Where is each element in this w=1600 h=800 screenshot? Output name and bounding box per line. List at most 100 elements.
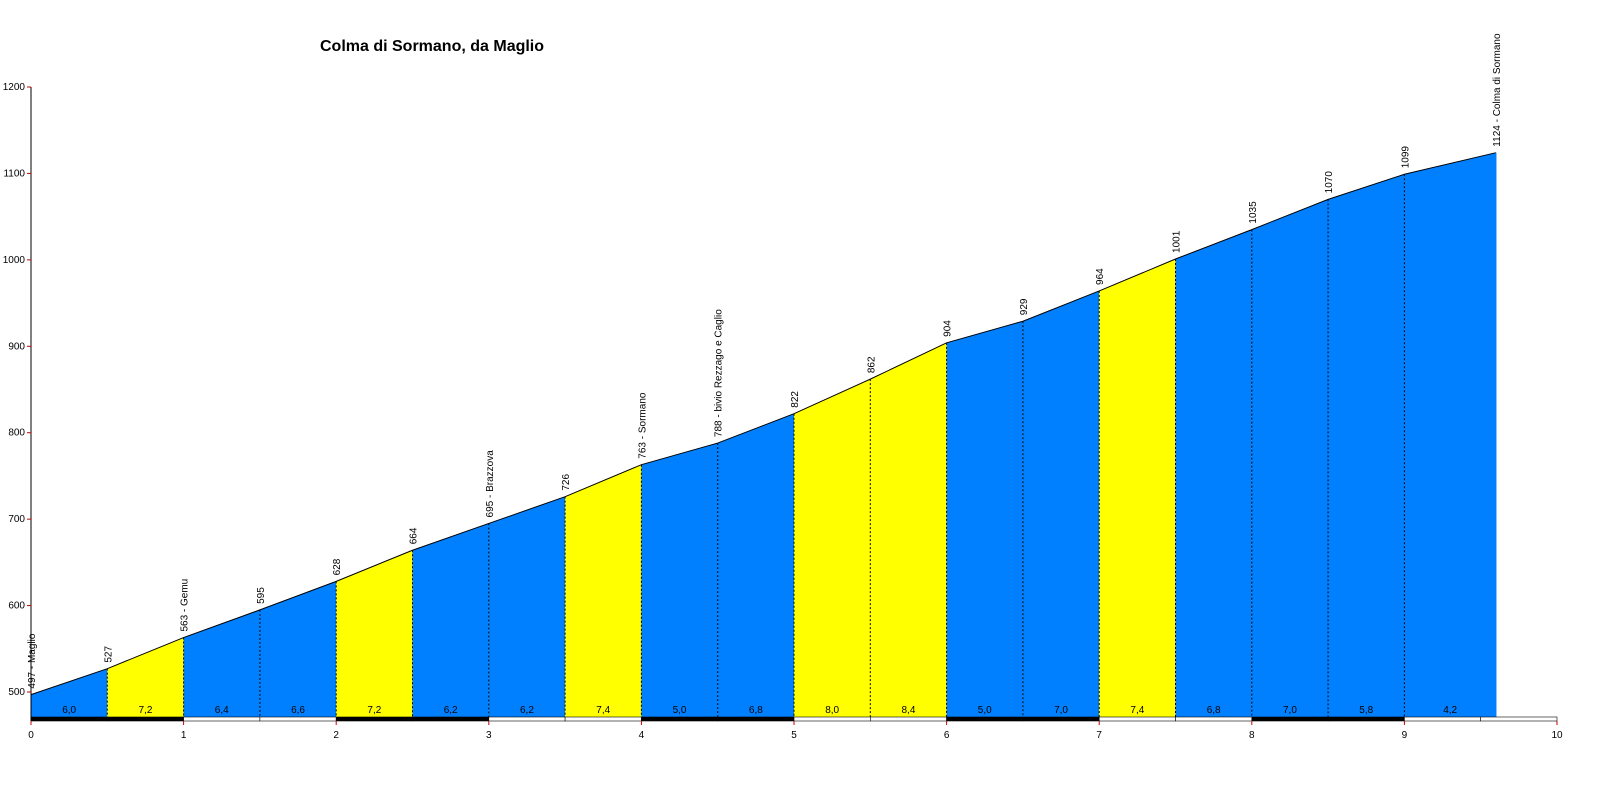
- gradient-label: 6,0: [62, 705, 76, 716]
- profile-segment: [1022, 290, 1100, 717]
- gradient-label: 6,4: [215, 705, 229, 716]
- point-label: 1099: [1400, 146, 1411, 169]
- y-tick-label: 800: [8, 428, 25, 439]
- km-bar-block: [488, 716, 566, 722]
- y-tick-label: 1100: [3, 168, 25, 179]
- point-label: 664: [409, 527, 420, 544]
- km-bar-block: [793, 716, 871, 722]
- x-axis: 0 1 2 3 4 5 6 7 8 9 10: [28, 721, 1563, 741]
- km-bar: [30, 716, 1558, 722]
- gradient-label: 7,2: [138, 705, 152, 716]
- point-label: 497 - Maglio: [27, 633, 38, 688]
- km-bar-block: [869, 716, 947, 722]
- profile-segment: [488, 496, 566, 717]
- point-label: 1070: [1324, 171, 1335, 194]
- gradient-label: 7,2: [367, 705, 381, 716]
- point-label: 563 - Gemu: [180, 579, 191, 632]
- km-bar-block: [1404, 716, 1482, 722]
- y-axis: 500 600 700 800 900 1000 1100 1200: [3, 82, 32, 721]
- gradient-label: 7,4: [596, 705, 610, 716]
- gradient-labels: 6,0 7,2 6,4 6,6 7,2 6,2 6,2 7,4 5,0 6,8 8,0 8,4 5,0 7…: [62, 705, 1457, 716]
- x-tick-label: 0: [28, 730, 34, 741]
- point-label: 862: [866, 356, 877, 373]
- profile-outline: [30, 152, 1497, 717]
- y-tick-label: 900: [8, 341, 25, 352]
- km-bar-block: [30, 716, 108, 722]
- km-bar-block: [641, 716, 719, 722]
- profile-segment: [412, 523, 489, 717]
- x-tick-label: 5: [791, 730, 797, 741]
- chart-title: Colma di Sormano, da Maglio: [320, 38, 545, 55]
- x-tick-label: 1: [181, 730, 187, 741]
- km-bar-block: [1480, 716, 1558, 722]
- profile-segment: [1328, 174, 1405, 718]
- profile-segment: [31, 668, 108, 717]
- gradient-label: 6,8: [1207, 705, 1221, 716]
- gradient-label: 8,0: [825, 705, 839, 716]
- km-bar-block: [259, 716, 337, 722]
- gradient-label: 6,2: [520, 705, 534, 716]
- gradient-label: 5,8: [1359, 705, 1373, 716]
- km-bar-block: [564, 716, 642, 722]
- point-label: 788 - bivio Rezzago e Caglio: [714, 309, 725, 437]
- profile-segment: [336, 550, 413, 717]
- profile-segment: [794, 379, 871, 717]
- km-bar-block: [1327, 716, 1405, 722]
- gradient-label: 7,0: [1283, 705, 1297, 716]
- y-tick-label: 1000: [3, 255, 26, 266]
- gradient-label: 7,4: [1130, 705, 1144, 716]
- gradient-label: 6,8: [749, 705, 763, 716]
- gradient-label: 5,0: [673, 705, 687, 716]
- y-tick-label: 700: [8, 514, 25, 525]
- km-bar-block: [1022, 716, 1100, 722]
- profile-segment: [1099, 258, 1176, 717]
- x-tick-label: 7: [1096, 730, 1102, 741]
- point-label: 1001: [1172, 230, 1183, 253]
- point-label: 763 - Sormano: [637, 392, 648, 459]
- gradient-label: 6,2: [444, 705, 458, 716]
- profile-segment: [1251, 199, 1329, 717]
- point-label: 695 - Brazzova: [485, 450, 496, 518]
- km-bar-block: [946, 716, 1024, 722]
- km-bar-block: [107, 716, 184, 722]
- km-bar-block: [717, 716, 795, 722]
- profile-segment: [565, 464, 642, 717]
- segment-dividers: [106, 174, 1405, 717]
- profile-segment: [946, 321, 1023, 717]
- profile-segment: [717, 413, 794, 717]
- x-tick-label: 2: [333, 730, 339, 741]
- y-tick-label: 500: [8, 687, 25, 698]
- profile-segment: [1175, 229, 1252, 717]
- profile-segment: [183, 609, 260, 717]
- x-tick-label: 9: [1402, 730, 1408, 741]
- profile-segment: [1404, 152, 1496, 717]
- x-tick-label: 8: [1249, 730, 1255, 741]
- km-bar-block: [335, 716, 413, 722]
- km-bar-block: [1251, 716, 1329, 722]
- profile-areas: [31, 152, 1496, 718]
- x-tick-label: 4: [639, 730, 645, 741]
- point-label: 1124 - Colma di Sormano: [1492, 33, 1503, 147]
- y-tick-label: 1200: [3, 82, 26, 93]
- point-label: 527: [103, 646, 114, 663]
- point-label: 726: [561, 474, 572, 491]
- km-bar-block: [1098, 716, 1176, 722]
- x-tick-label: 10: [1551, 730, 1563, 741]
- point-label: 628: [332, 558, 343, 575]
- gradient-label: 8,4: [901, 705, 915, 716]
- point-label: 595: [256, 587, 267, 604]
- point-labels: 497 - Maglio 527 563 - Gemu 595 628 664 695 - …: [27, 33, 1503, 689]
- point-label: 822: [790, 391, 801, 408]
- profile-segment: [259, 581, 337, 717]
- point-label: 929: [1019, 298, 1030, 315]
- x-tick-label: 3: [486, 730, 492, 741]
- profile-segment: [107, 637, 184, 717]
- km-bar-block: [1175, 716, 1253, 722]
- x-tick-label: 6: [944, 730, 950, 741]
- point-label: 964: [1095, 268, 1106, 285]
- gradient-label: 5,0: [978, 705, 992, 716]
- point-label: 904: [943, 320, 954, 337]
- profile-line: [30, 152, 1497, 696]
- profile-segment: [870, 342, 947, 717]
